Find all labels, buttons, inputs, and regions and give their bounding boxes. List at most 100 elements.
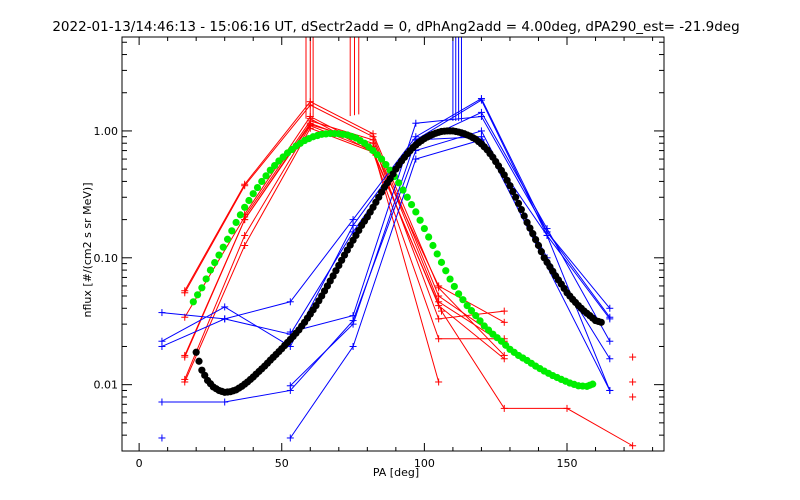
green-fit-dot-32 xyxy=(463,301,471,310)
blue-point-2-7 xyxy=(606,337,614,345)
green-fit-dot-mid-22 xyxy=(382,161,390,169)
red-point-1-0 xyxy=(181,289,189,297)
red-point-1-2 xyxy=(306,101,314,109)
green-fit-dot-29 xyxy=(437,258,446,266)
red-point-8-0 xyxy=(306,115,314,123)
blue-point-4-1 xyxy=(349,312,357,320)
red-point-6-2 xyxy=(306,121,314,129)
green-fit-dot-mid-3 xyxy=(219,243,227,251)
red-line-8 xyxy=(310,118,633,447)
green-fit-dot-mid-2 xyxy=(211,258,219,267)
green-fit-dot-mid-32 xyxy=(467,307,476,315)
green-fit-dot-7 xyxy=(249,190,257,198)
blue-line-4 xyxy=(290,115,611,333)
x-tick-label-1: 50 xyxy=(275,457,289,470)
red-point-8-5 xyxy=(629,442,637,450)
red-point-6-5 xyxy=(500,307,508,315)
blue-point-1-3 xyxy=(349,221,357,229)
red-point-8-2 xyxy=(437,307,445,315)
blue-line-0 xyxy=(161,97,611,320)
blue-point-5-4 xyxy=(543,231,551,239)
green-fit-dot-mid-25 xyxy=(407,200,416,209)
plot-frame xyxy=(121,36,665,452)
blue-point-6-4 xyxy=(606,386,614,394)
black-fit-dot-mid-59 xyxy=(532,235,540,244)
black-fit-dot-mid-60 xyxy=(537,248,545,256)
red-extra-point-0 xyxy=(629,353,637,361)
green-fit-dot-6 xyxy=(241,203,249,211)
black-fit-dot-71 xyxy=(597,318,605,326)
blue-point-3-0 xyxy=(158,398,166,406)
black-fit-dot-0 xyxy=(192,348,200,356)
green-fit-dot-mid-5 xyxy=(236,211,244,219)
y-tick-label-0: 0.01 xyxy=(94,379,119,392)
green-fit-dot-mid-0 xyxy=(193,291,202,299)
green-fit-dot-26 xyxy=(412,208,420,216)
blue-point-5-2 xyxy=(412,155,420,163)
x-tick-label-2: 100 xyxy=(414,457,435,470)
red-point-7-3 xyxy=(435,378,443,386)
green-fit-dot-mid-4 xyxy=(228,227,236,235)
green-fit-dot-28 xyxy=(429,241,437,250)
red-line-4 xyxy=(184,125,505,380)
y-tick-label-2: 1.00 xyxy=(94,125,119,138)
red-extra-point-2 xyxy=(629,393,637,401)
green-fit-dot-mid-1 xyxy=(202,275,210,283)
green-fit-dot-8 xyxy=(258,177,266,186)
green-fit-dot-mid-7 xyxy=(253,183,262,192)
green-fit-dot-mid-24 xyxy=(399,186,407,194)
green-fit-dot-27 xyxy=(420,224,428,233)
green-fit-dot-9 xyxy=(266,166,274,174)
black-fit-dot-mid-57 xyxy=(520,212,528,220)
green-fit-dot-mid-27 xyxy=(425,233,433,241)
black-fit-dot-mid-55 xyxy=(509,187,517,196)
red-point-5-1 xyxy=(241,242,249,250)
x-axis-label: PA [deg] xyxy=(373,466,419,479)
green-fit-dot-1 xyxy=(198,284,206,292)
blue-point-4-3 xyxy=(477,112,485,120)
blue-point-0-7 xyxy=(606,304,614,312)
red-point-8-3 xyxy=(500,404,508,412)
green-fit-dot-3 xyxy=(215,251,223,259)
green-fit-dot-4 xyxy=(223,235,232,243)
y-tick-label-1: 0.10 xyxy=(94,252,119,265)
red-point-4-1 xyxy=(241,231,249,239)
blue-point-4-2 xyxy=(412,119,420,127)
blue-point-1-1 xyxy=(221,303,229,311)
blue-extra-point-0 xyxy=(158,434,166,442)
red-point-5-0 xyxy=(181,378,189,386)
green-fit-dot-22 xyxy=(377,155,386,163)
black-fit-dot-59 xyxy=(529,230,537,238)
green-fit-dot-mid-33 xyxy=(476,317,484,325)
green-fit-dot-30 xyxy=(446,275,454,283)
red-point-8-4 xyxy=(563,404,571,412)
red-point-1-1 xyxy=(241,182,249,190)
green-fit-dot-mid-31 xyxy=(459,296,467,304)
chart-title: 2022-01-13/14:46:13 - 15:06:16 UT, dSect… xyxy=(52,19,739,35)
red-extra-point-1 xyxy=(629,378,637,386)
green-fit-dot-mid-28 xyxy=(433,250,441,258)
red-line-1 xyxy=(184,104,505,342)
black-fit-dot-60 xyxy=(534,241,543,250)
red-point-3-4 xyxy=(435,282,443,290)
red-point-4-5 xyxy=(500,355,508,363)
green-fit-dot-24 xyxy=(395,179,403,187)
blue-point-0-2 xyxy=(286,298,294,306)
green-fit-dot-31 xyxy=(455,290,463,298)
axes: 0 50 100 150 0.01 0.10 1.00 xyxy=(94,36,665,470)
green-fit-dot-mid-8 xyxy=(262,172,270,180)
y-axis-label: nflux [#/(cm2 s sr MeV)] xyxy=(81,183,94,318)
green-fit-dot-mid-26 xyxy=(416,216,424,224)
blue-point-3-7 xyxy=(606,355,614,363)
green-fit-dot-mid-30 xyxy=(450,282,458,291)
black-fit-dot-mid-58 xyxy=(526,224,534,232)
green-fit-dot-5 xyxy=(232,218,240,227)
blue-point-5-0 xyxy=(286,434,294,442)
green-fit-dot-2 xyxy=(206,266,215,274)
blue-point-4-5 xyxy=(606,313,614,321)
green-fit-dot-25 xyxy=(403,193,411,201)
red-point-3-5 xyxy=(500,318,508,326)
black-fit-dot-54 xyxy=(500,171,508,179)
blue-point-1-5 xyxy=(477,96,485,104)
blue-point-6-3 xyxy=(477,133,485,141)
